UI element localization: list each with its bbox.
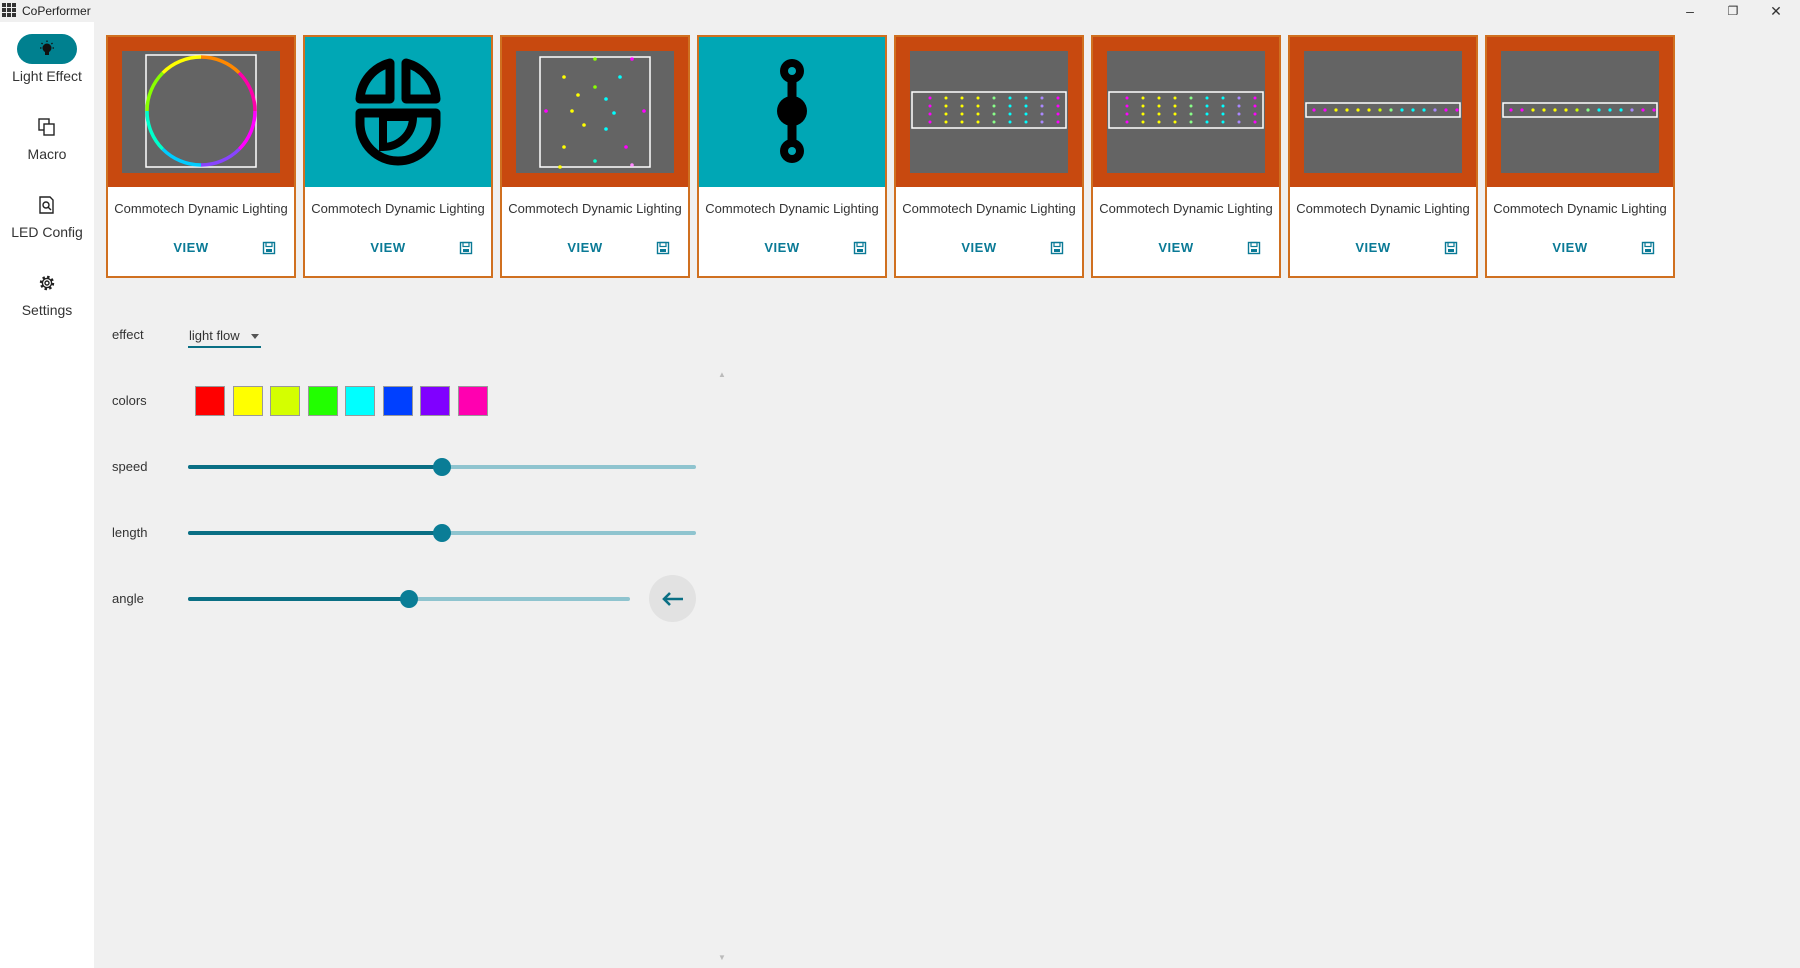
card-title: Commotech Dynamic Lighting [508,201,682,216]
color-swatch[interactable] [270,386,300,416]
card-title: Commotech Dynamic Lighting [1296,201,1470,216]
effect-card[interactable]: Commotech Dynamic Lighting VIEW [500,35,690,278]
preview-graphic [122,51,280,173]
card-title: Commotech Dynamic Lighting [114,201,288,216]
effect-card[interactable]: Commotech Dynamic Lighting VIEW [303,35,493,278]
sidebar-item-label: Light Effect [12,68,82,84]
gear-icon [39,275,55,291]
angle-label: angle [112,591,144,606]
app-grid-icon [2,3,16,17]
card-preview [1093,37,1279,187]
slider-thumb[interactable] [433,458,451,476]
card-preview [305,37,491,187]
speed-label: speed [112,459,148,474]
view-button[interactable]: VIEW [764,240,800,255]
sidebar-item-macro[interactable]: Macro [0,108,94,178]
sidebar: Light Effect Macro LED Config [0,22,94,968]
effect-card[interactable]: Commotech Dynamic Lighting VIEW [106,35,296,278]
length-label: length [112,525,148,540]
save-icon[interactable] [262,241,276,255]
maximize-button[interactable]: ❐ [1727,4,1739,18]
save-icon[interactable] [1050,241,1064,255]
view-button[interactable]: VIEW [173,240,209,255]
active-indicator [17,34,77,64]
colors-label: colors [112,393,147,408]
view-button[interactable]: VIEW [567,240,603,255]
color-swatch[interactable] [382,386,413,416]
color-swatch[interactable] [307,386,338,416]
color-swatch[interactable] [232,386,263,416]
slider-fill [188,531,442,535]
view-button[interactable]: VIEW [1158,240,1194,255]
effect-label: effect [112,327,144,342]
preview-graphic [777,59,807,163]
color-swatch[interactable] [457,386,488,416]
view-button[interactable]: VIEW [1552,240,1588,255]
view-button[interactable]: VIEW [1355,240,1391,255]
effect-card[interactable]: Commotech Dynamic Lighting VIEW [1485,35,1675,278]
scroll-up-icon[interactable]: ▲ [718,370,726,379]
card-preview [699,37,885,187]
card-preview [108,37,294,187]
save-icon[interactable] [1247,241,1261,255]
card-title: Commotech Dynamic Lighting [1493,201,1667,216]
preview-graphic [516,51,674,173]
sidebar-item-light-effect[interactable]: Light Effect [0,30,94,100]
speed-slider[interactable] [188,458,696,476]
preview-graphic [355,58,441,166]
card-preview [1487,37,1673,187]
sidebar-item-led-config[interactable]: LED Config [0,186,94,256]
preview-graphic [910,51,1068,173]
preview-graphic [1304,51,1462,173]
color-swatch[interactable] [195,386,225,416]
length-slider[interactable] [188,524,696,542]
card-preview [1290,37,1476,187]
chevron-down-icon [251,334,259,339]
slider-thumb[interactable] [400,590,418,608]
save-icon[interactable] [1444,241,1458,255]
card-title: Commotech Dynamic Lighting [902,201,1076,216]
angle-slider[interactable] [188,590,630,608]
effect-card[interactable]: Commotech Dynamic Lighting VIEW [894,35,1084,278]
color-swatch[interactable] [420,386,450,416]
view-button[interactable]: VIEW [370,240,406,255]
save-icon[interactable] [853,241,867,255]
arrow-left-icon [661,591,683,606]
card-title: Commotech Dynamic Lighting [705,201,879,216]
slider-fill [188,597,409,601]
save-icon[interactable] [656,241,670,255]
document-search-icon [39,196,54,214]
color-swatch[interactable] [345,386,375,416]
save-icon[interactable] [1641,241,1655,255]
slider-thumb[interactable] [433,524,451,542]
view-button[interactable]: VIEW [961,240,997,255]
card-preview [896,37,1082,187]
effect-dropdown[interactable]: light flow [188,326,261,348]
preview-graphic [1107,51,1265,173]
sidebar-item-settings[interactable]: Settings [0,264,94,334]
direction-button[interactable] [649,575,696,622]
preview-graphic [1501,51,1659,173]
scroll-down-icon[interactable]: ▼ [718,953,726,962]
save-icon[interactable] [459,241,473,255]
effect-dropdown-value: light flow [189,328,240,343]
sidebar-item-label: Macro [27,146,67,162]
effect-card[interactable]: Commotech Dynamic Lighting VIEW [1091,35,1281,278]
minimize-button[interactable]: – [1686,3,1694,19]
effect-card[interactable]: Commotech Dynamic Lighting VIEW [1288,35,1478,278]
close-button[interactable]: ✕ [1770,2,1782,19]
effect-card[interactable]: Commotech Dynamic Lighting VIEW [697,35,887,278]
lightbulb-icon [40,40,54,55]
card-title: Commotech Dynamic Lighting [1099,201,1273,216]
sidebar-item-label: LED Config [11,224,83,240]
title-bar: CoPerformer – ❐ ✕ [0,0,1800,22]
copy-icon [38,118,55,136]
window-title: CoPerformer [22,4,91,18]
sidebar-item-label: Settings [21,302,73,318]
slider-fill [188,465,442,469]
card-title: Commotech Dynamic Lighting [311,201,485,216]
card-preview [502,37,688,187]
